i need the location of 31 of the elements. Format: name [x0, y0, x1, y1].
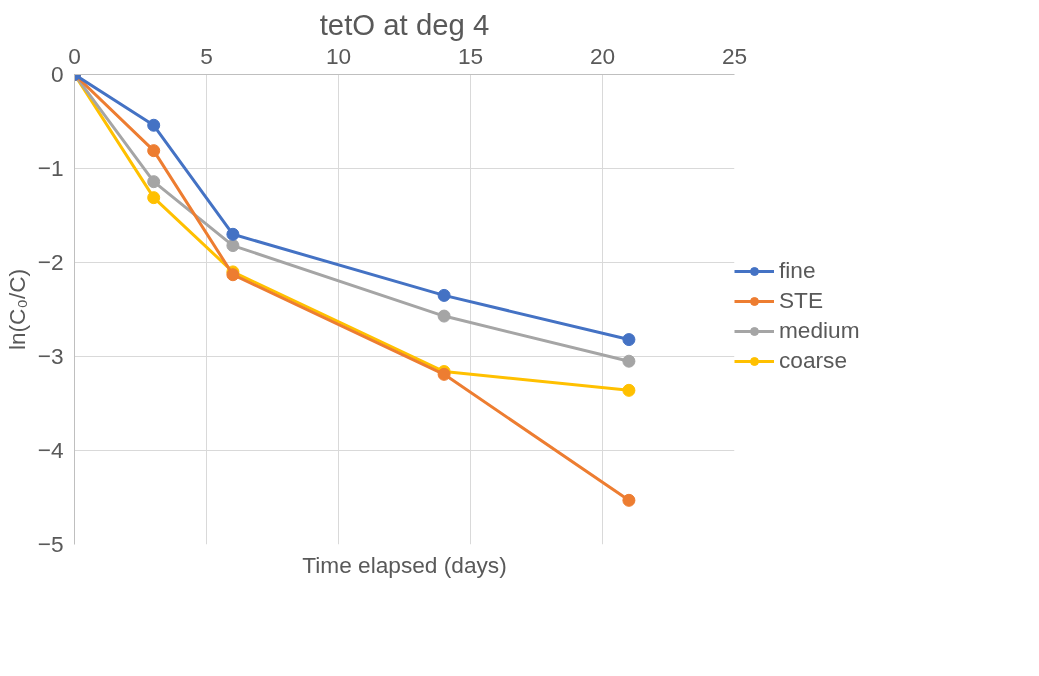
legend-label: fine [779, 257, 816, 284]
point [147, 118, 161, 132]
y-tick-label: −3 [37, 343, 64, 369]
y-tick-label: −1 [37, 155, 64, 181]
point [226, 227, 240, 241]
x-tick-label: 15 [457, 42, 484, 69]
y-tick-label: −5 [37, 531, 64, 557]
legend-label: medium [779, 317, 860, 344]
x-tick-label: 10 [325, 42, 352, 69]
y-axis-title: ln(C₀/C) [3, 268, 30, 351]
y-tick-label: −4 [37, 437, 64, 463]
point [437, 288, 451, 302]
y-tick-label: 0 [50, 61, 64, 87]
point [622, 333, 636, 347]
point [622, 354, 636, 368]
legend-label: coarse [779, 347, 848, 374]
y-tick-label: −2 [37, 249, 64, 275]
point [147, 144, 161, 158]
point [622, 383, 636, 397]
x-tick-label: 25 [721, 42, 748, 69]
x-tick-label: 0 [68, 42, 81, 69]
chart-title: tetO at deg 4 [319, 7, 490, 41]
point [437, 309, 451, 323]
legend-label: STE [779, 287, 824, 314]
point [226, 239, 240, 253]
x-tick-label: 20 [589, 42, 616, 69]
x-axis-title: Time elapsed (days) [302, 551, 507, 578]
point [147, 175, 161, 189]
point [147, 191, 161, 205]
x-tick-label: 5 [200, 42, 213, 69]
point [622, 493, 636, 507]
